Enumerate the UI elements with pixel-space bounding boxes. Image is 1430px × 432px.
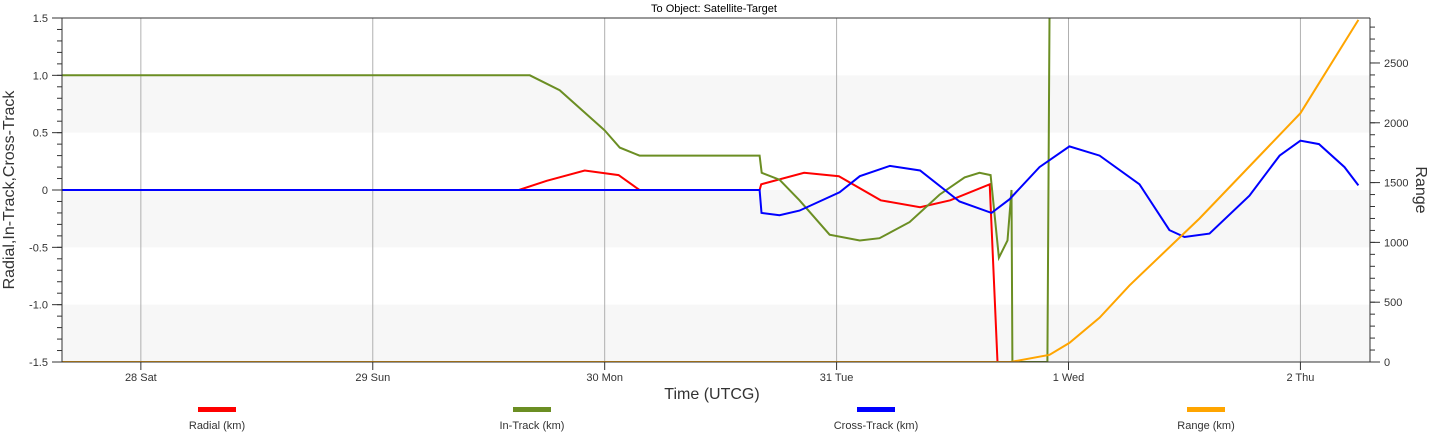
legend-label: Radial (km) <box>189 420 245 432</box>
series-line-cross-track <box>62 139 1360 239</box>
x-tick-label: 28 Sat <box>125 372 157 384</box>
legend-swatch <box>857 407 895 412</box>
legend-label: Cross-Track (km) <box>834 420 919 432</box>
legend-swatch <box>198 407 236 412</box>
y-tick-label: -0.5 <box>29 242 48 254</box>
y-tick-label: -1.5 <box>29 357 48 369</box>
y-axis-label: Radial,In-Track,Cross-Track <box>1 90 18 290</box>
x-axis-label: Time (UTCG) <box>664 386 759 403</box>
plot-band <box>62 304 1370 362</box>
x-tick-label: 1 Wed <box>1053 372 1085 384</box>
legend-swatch <box>513 407 551 412</box>
x-tick-label: 30 Mon <box>586 372 623 384</box>
legend-swatch <box>1187 407 1225 412</box>
y2-tick-label: 0 <box>1384 357 1390 369</box>
plot-band <box>62 190 1370 248</box>
y2-tick-label: 1000 <box>1384 237 1408 249</box>
y2-tick-label: 1500 <box>1384 178 1408 190</box>
y-tick-label: 0.5 <box>33 128 48 140</box>
y-tick-label: 1.0 <box>33 70 48 82</box>
x-tick-label: 2 Thu <box>1286 372 1314 384</box>
y2-axis-label: Range <box>1412 166 1429 213</box>
legend-label: In-Track (km) <box>500 420 565 432</box>
y-tick-label: 0 <box>42 185 48 197</box>
series-line-in-track <box>62 18 1051 362</box>
x-tick-label: 29 Sun <box>355 372 390 384</box>
plot-band <box>62 75 1370 133</box>
y2-tick-label: 2000 <box>1384 118 1408 130</box>
series-line-radial <box>62 169 999 362</box>
y-tick-label: -1.0 <box>29 300 48 312</box>
series-line-range <box>62 19 1360 362</box>
legend-label: Range (km) <box>1177 420 1234 432</box>
chart-title: To Object: Satellite-Target <box>651 3 777 15</box>
y2-tick-label: 500 <box>1384 297 1402 309</box>
y-tick-label: 1.5 <box>33 13 48 25</box>
y2-tick-label: 2500 <box>1384 58 1408 70</box>
x-tick-label: 31 Tue <box>820 372 854 384</box>
